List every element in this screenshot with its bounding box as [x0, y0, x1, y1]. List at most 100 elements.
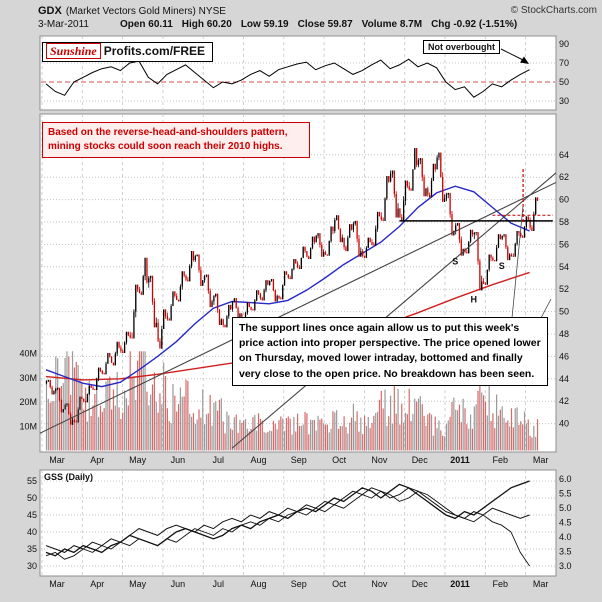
gss-left-axis-label: 35 — [27, 544, 37, 554]
price-axis-label: 60 — [559, 195, 569, 205]
gss-right-axis-label: 5.0 — [559, 503, 572, 513]
volume-axis-label: 20M — [19, 397, 37, 407]
callout-pointer-line — [540, 298, 552, 319]
gss-panel-title: GSS (Daily) — [44, 472, 94, 482]
gss-left-axis-label: 45 — [27, 510, 37, 520]
candlesticks — [45, 148, 539, 425]
ticker-name: (Market Vectors Gold Miners) — [65, 6, 196, 17]
ticker-line: GDX (Market Vectors Gold Miners) NYSE — [38, 5, 226, 17]
quote-volume: Volume 8.7M — [362, 19, 422, 30]
open-label: Open — [119, 19, 146, 30]
quote-row: 3-Mar-2011 Open 60.11 High 60.20 Low 59.19 C… — [38, 19, 517, 30]
trendline-2 — [231, 172, 556, 449]
quote-open: Open 60.11 — [120, 19, 173, 30]
sunshine-logo-word: Sunshine — [46, 43, 101, 59]
gss-month-label: 2011 — [450, 579, 470, 589]
low-value: 59.19 — [263, 19, 289, 30]
month-label: May — [129, 455, 147, 465]
support-annotation: The support lines once again allow us to… — [232, 317, 548, 386]
not-overbought-arrowhead — [520, 56, 529, 64]
price-axis-label: 62 — [559, 172, 569, 182]
head-shoulders-label-H: H — [471, 295, 478, 305]
indicator-axis-label: 70 — [559, 58, 569, 68]
indicator-axis-label: 30 — [559, 96, 569, 106]
chart-header: GDX (Market Vectors Gold Miners) NYSE © S… — [38, 5, 597, 17]
price-axis-label: 42 — [559, 396, 569, 406]
copyright: © StockCharts.com — [510, 5, 597, 16]
volume-axis-label: 30M — [19, 373, 37, 383]
ma50-line — [45, 185, 530, 388]
pattern-annotation: Based on the reverse-head-and-shoulders … — [42, 122, 310, 158]
not-overbought-arrow — [500, 48, 526, 62]
chg-label: Chg — [431, 19, 451, 30]
sunshine-profits-logo: Sunshine Profits.com/FREE — [42, 42, 214, 62]
indicator-axis-label: 90 — [559, 39, 569, 49]
volume-bars — [45, 351, 539, 451]
close-label: Close — [297, 19, 325, 30]
month-label: Feb — [493, 455, 509, 465]
price-axis-label: 48 — [559, 329, 569, 339]
month-label: 2011 — [450, 455, 470, 465]
close-value: 59.87 — [327, 19, 353, 30]
gss-month-label: Dec — [412, 579, 429, 589]
gss-right-axis-label: 6.0 — [559, 474, 572, 484]
gss-left-axis-label: 40 — [27, 527, 37, 537]
gss-panel: 55 50 45 40 35 30 6.0 5.5 5.0 4.5 4.0 3.5 3.0 — [27, 470, 572, 576]
volume-value: 8.7M — [399, 19, 423, 30]
price-axis-label: 50 — [559, 307, 569, 317]
month-label: Dec — [412, 455, 429, 465]
month-label: Apr — [90, 455, 104, 465]
price-axis-label: 56 — [559, 239, 569, 249]
month-label: Nov — [371, 455, 388, 465]
gss-month-label: Aug — [250, 579, 266, 589]
quote-close: Close 59.87 — [298, 19, 353, 30]
price-axis-label: 44 — [559, 374, 569, 384]
quote-change: Chg -0.92 (-1.51%) — [431, 19, 517, 30]
gss-month-label: Jul — [212, 579, 224, 589]
gss-month-label: Mar — [533, 579, 549, 589]
gss-month-label: Sep — [291, 579, 307, 589]
gss-left-axis-label: 55 — [27, 476, 37, 486]
price-axis-label: 64 — [559, 150, 569, 160]
gss-right-axis-label: 3.0 — [559, 561, 572, 571]
gss-line-3 — [45, 490, 530, 567]
high-label: High — [181, 19, 204, 30]
indicator-panel: 90 70 50 30 — [41, 36, 569, 110]
chart-date: 3-Mar-2011 — [38, 19, 89, 30]
gss-right-axis-label: 3.5 — [559, 547, 572, 557]
month-label: Mar — [533, 455, 549, 465]
profits-logo-word: Profits.com/FREE — [103, 44, 206, 58]
gss-month-label: Nov — [371, 579, 388, 589]
price-panel-frame — [39, 113, 557, 453]
indicator-line — [45, 58, 530, 98]
volume-label: Volume — [361, 19, 398, 30]
open-value: 60.11 — [148, 19, 173, 30]
low-label: Low — [240, 19, 261, 30]
gss-left-axis-label: 50 — [27, 493, 37, 503]
price-axis-label: 52 — [559, 284, 569, 294]
gss-month-label: Apr — [90, 579, 104, 589]
gss-month-label: Jun — [171, 579, 186, 589]
gss-line-2 — [45, 487, 530, 553]
gss-month-label: Feb — [493, 579, 509, 589]
high-value: 60.20 — [206, 19, 232, 30]
month-label: Sep — [291, 455, 307, 465]
chg-value: -0.92 (-1.51%) — [453, 19, 518, 30]
price-axis-label: 40 — [559, 419, 569, 429]
gss-month-label: Mar — [49, 579, 65, 589]
head-shoulders-label-S: S — [452, 257, 458, 267]
price-axis-label: 46 — [559, 351, 569, 361]
ticker-exchange: NYSE — [198, 6, 226, 17]
gss-month-label: Oct — [332, 579, 347, 589]
price-axis-label: 58 — [559, 217, 569, 227]
gss-month-label: May — [129, 579, 147, 589]
volume-axis-label: 10M — [19, 421, 37, 431]
ticker-symbol: GDX — [38, 5, 62, 17]
month-label: Jul — [212, 455, 224, 465]
not-overbought-callout: Not overbought — [423, 40, 500, 54]
head-shoulders-label-S: S — [499, 261, 505, 271]
month-label: Mar — [49, 455, 65, 465]
quote-low: Low 59.19 — [241, 19, 289, 30]
